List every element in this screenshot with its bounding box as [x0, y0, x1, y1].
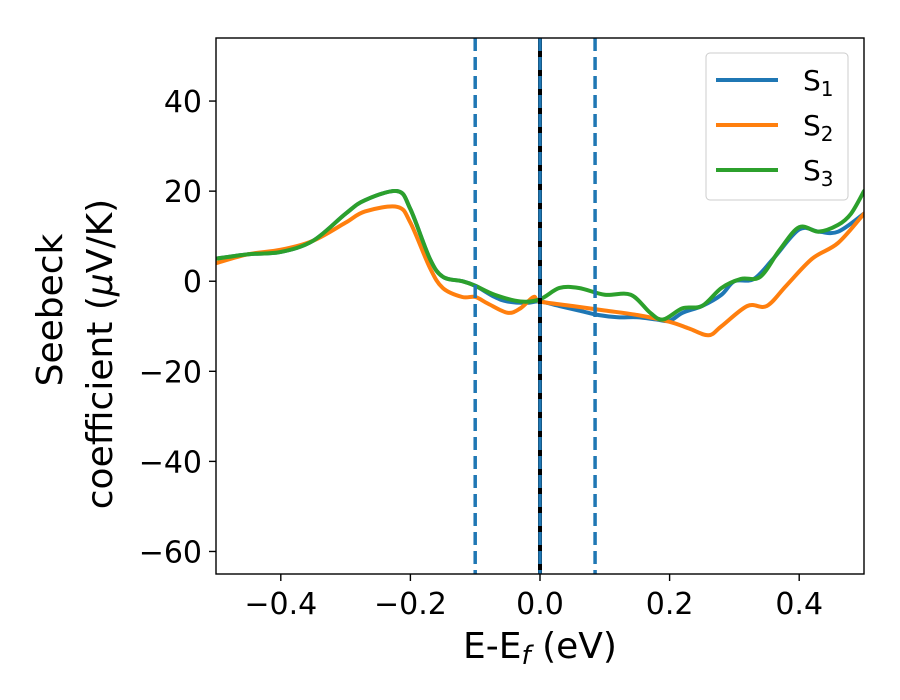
legend: S1 S2 S3 [705, 52, 849, 201]
x-tick-label: 0.4 [775, 587, 823, 622]
y-tick-label: −60 [139, 535, 202, 570]
legend-label-s2: S2 [803, 109, 834, 146]
x-tick-label: −0.2 [374, 587, 447, 622]
series-line-s3 [216, 188, 864, 322]
y-axis: −60 −40 −20 0 20 40 [139, 85, 216, 570]
y-tick-label: −20 [139, 355, 202, 390]
legend-label-s1: S1 [803, 64, 834, 101]
y-axis-label: Seebeck coefficient (μV/K) [30, 199, 121, 509]
plot-lines [216, 38, 864, 574]
y-tick-label: 40 [164, 85, 202, 120]
x-tick-label: 0.2 [646, 587, 694, 622]
x-axis-label: E-Ef (eV) [463, 626, 617, 671]
y-tick-label: 20 [164, 175, 202, 210]
x-tick-label: 0.0 [516, 587, 564, 622]
y-axis-label-line2: coefficient (μV/K) [80, 199, 121, 509]
legend-label-s3: S3 [803, 154, 834, 191]
x-axis: −0.4 −0.2 0.0 0.2 0.4 [244, 574, 823, 622]
x-tick-label: −0.4 [244, 587, 317, 622]
y-tick-label: −40 [139, 445, 202, 480]
y-axis-label-line1: Seebeck [30, 233, 71, 386]
y-tick-label: 0 [183, 265, 202, 300]
